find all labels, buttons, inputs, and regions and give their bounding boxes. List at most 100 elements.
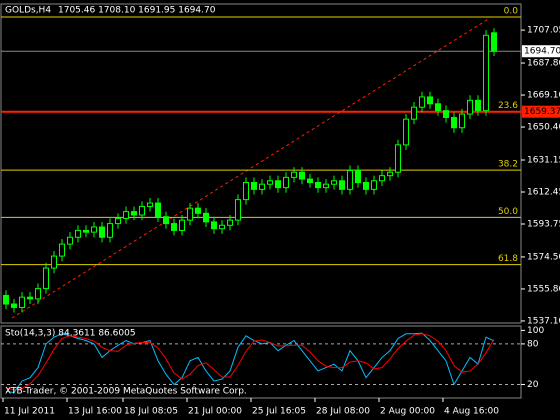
candle-body	[227, 219, 233, 226]
candle-body	[259, 183, 265, 190]
main-panel	[0, 3, 522, 324]
candle-body	[43, 267, 49, 290]
current-price-tag	[522, 45, 560, 58]
candle-body	[387, 171, 393, 177]
candle-body	[339, 180, 345, 190]
candle-body	[51, 255, 57, 269]
oscillator-panel	[0, 325, 522, 399]
candle-body	[395, 144, 401, 173]
candle-body	[355, 170, 361, 183]
current-price-label: 1694.70	[524, 47, 560, 57]
candle-body	[171, 223, 177, 231]
ohlc-text: 1705.46 1708.10 1691.95 1694.70	[58, 6, 216, 16]
candle-body	[331, 180, 337, 185]
candle-body	[475, 99, 481, 112]
oscillator-line	[5, 333, 495, 391]
y-tick-label: 1574.50	[527, 252, 560, 262]
candle-body	[115, 217, 121, 225]
y-tick-label: 1650.40	[527, 123, 560, 133]
candle-body	[211, 221, 217, 230]
candle-body	[99, 226, 105, 238]
x-tick-label: 11 Jul 2011	[4, 407, 55, 417]
candle-body	[3, 294, 9, 305]
candle-body	[443, 110, 449, 118]
candle-body	[163, 216, 169, 225]
y-tick-label: 1593.75	[527, 219, 560, 229]
x-tick-label: 28 Jul 08:00	[316, 407, 370, 417]
candle-body	[75, 229, 81, 238]
candle-body	[123, 211, 129, 219]
candle-body	[155, 202, 161, 218]
y-tick-label: 1537.10	[527, 316, 560, 326]
candle-body	[11, 303, 17, 308]
candle-body	[491, 32, 497, 52]
y-tick-label: 1612.45	[527, 187, 560, 197]
fibo-level-label: 61.8	[498, 254, 518, 264]
y-tick-label: 1707.05	[527, 26, 560, 36]
candle-body	[131, 211, 137, 216]
candle-body	[107, 223, 113, 238]
candle-body	[243, 181, 249, 201]
fibo-level-label: 38.2	[498, 160, 518, 170]
candle-body	[299, 171, 305, 180]
y-tick-label: 20	[527, 380, 539, 390]
candle-body	[363, 181, 369, 190]
candle-body	[283, 176, 289, 189]
y-tick-label: 1631.15	[527, 155, 560, 165]
y-tick-label: 1555.80	[527, 284, 560, 294]
candle-body	[219, 224, 225, 230]
candle-body	[275, 180, 281, 189]
candle-body	[27, 296, 33, 300]
candle-body	[419, 96, 425, 108]
symbol-title: GOLDs,H4	[5, 6, 51, 16]
candle-body	[427, 96, 433, 105]
candle-body	[379, 175, 385, 182]
candle-body	[91, 226, 97, 233]
y-tick-label: 1669.10	[527, 91, 560, 101]
candle-body	[203, 212, 209, 223]
candle-body	[267, 180, 273, 185]
x-tick-label: 4 Aug 16:00	[444, 407, 499, 417]
candle-body	[83, 229, 89, 233]
x-tick-label: 2 Aug 00:00	[380, 407, 435, 417]
candle-body	[435, 103, 441, 112]
price-line-tag	[522, 105, 560, 118]
candle-body	[179, 219, 185, 231]
x-tick-label: 25 Jul 16:05	[252, 407, 306, 417]
candle-body	[411, 106, 417, 120]
candle-body	[291, 171, 297, 178]
candle-body	[187, 207, 193, 221]
candle-body	[451, 116, 457, 129]
fibo-level-label: 23.6	[498, 101, 518, 111]
x-tick-label: 18 Jul 08:05	[124, 407, 178, 417]
candle-body	[251, 181, 257, 190]
candle-body	[139, 205, 145, 216]
oscillator-title: Sto(14,3,3) 84.3611 86.6005	[5, 329, 136, 339]
candle-body	[315, 181, 321, 189]
candle-body	[147, 202, 153, 207]
candle-body	[67, 236, 73, 245]
candle-body	[195, 207, 201, 214]
x-tick-label: 13 Jul 16:00	[68, 407, 122, 417]
candle-body	[371, 180, 377, 190]
copyright: XTB-Trader, © 2001-2009 MetaQuotes Softw…	[5, 387, 247, 397]
y-tick-label: 100	[527, 326, 544, 336]
candle-body	[235, 199, 241, 221]
oscillator-line	[5, 332, 495, 394]
candle-body	[307, 178, 313, 183]
candle-body	[459, 113, 465, 129]
candle-body	[467, 99, 473, 115]
candle-body	[323, 183, 329, 189]
candle-body	[59, 243, 65, 257]
fibo-trendline	[11, 17, 491, 319]
candle-body	[347, 170, 353, 190]
candle-body	[403, 118, 409, 146]
candle-body	[35, 288, 41, 300]
y-tick-label: 1687.80	[527, 59, 560, 69]
fibo-level-label: 50.0	[498, 207, 518, 217]
price-line-label: 1659.37	[524, 107, 560, 117]
fibo-level-label: 0.0	[504, 7, 519, 17]
y-tick-label: 80	[527, 339, 539, 349]
